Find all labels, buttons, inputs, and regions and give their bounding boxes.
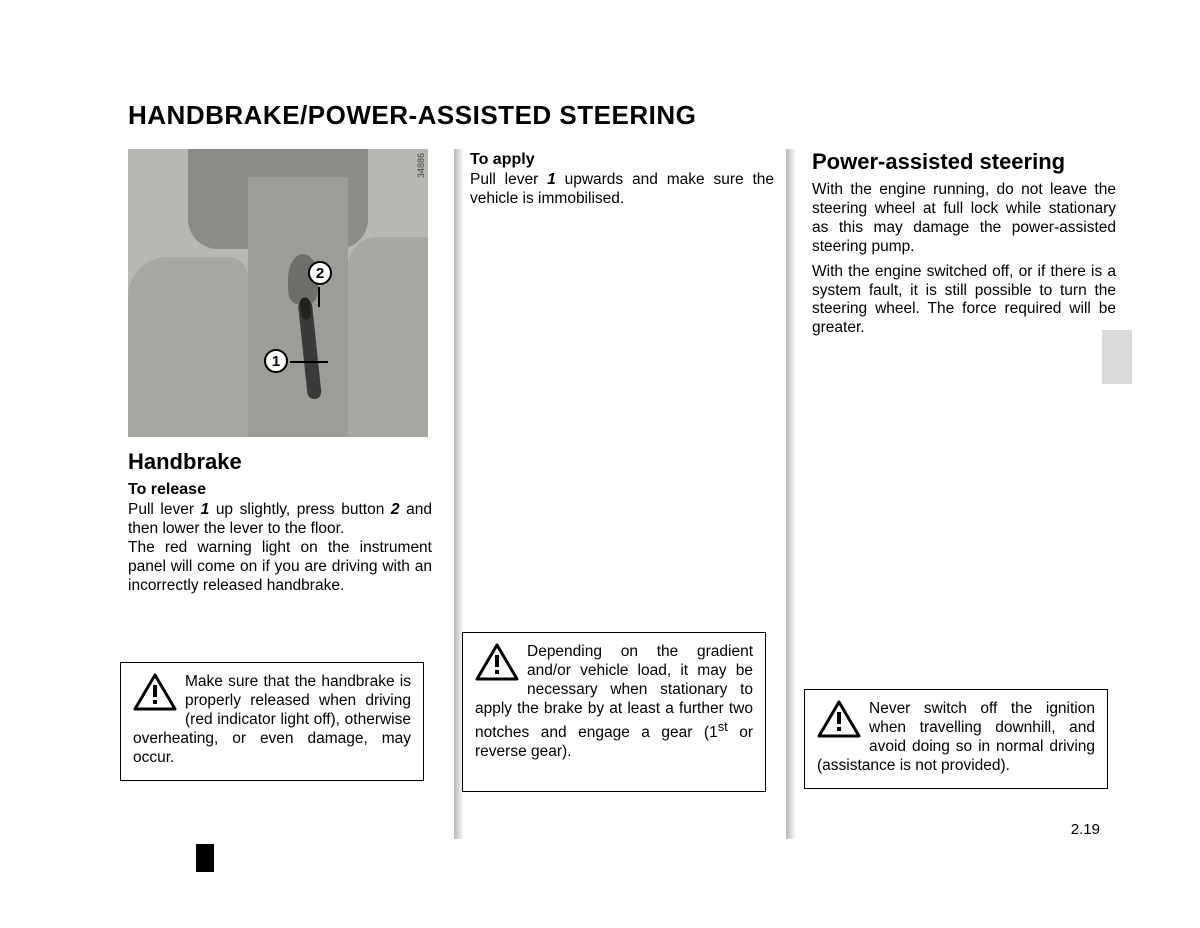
callout-2: 2 <box>308 261 332 285</box>
three-column-layout: 34886 2 1 Handbrake To release Pull leve… <box>60 149 1140 839</box>
warning-triangle-icon <box>817 700 861 740</box>
ordinal-sup: st <box>718 719 728 734</box>
ref-number-1: 1 <box>201 501 210 518</box>
text: up slightly, press button <box>209 501 391 518</box>
text: Pull lever <box>470 171 547 188</box>
callout-line <box>318 287 320 307</box>
callout-line <box>290 361 328 363</box>
column-1: 34886 2 1 Handbrake To release Pull leve… <box>120 149 440 839</box>
section-tab <box>1102 330 1132 384</box>
figure-seat-right <box>348 237 428 437</box>
warning-light-text: The red warning light on the instrument … <box>128 539 432 596</box>
steering-paragraph-1: With the engine running, do not leave th… <box>812 181 1116 257</box>
warning-box-handbrake-release: Make sure that the hand­brake is properl… <box>120 662 424 781</box>
page-number: 2.19 <box>1071 821 1100 838</box>
release-instructions: Pull lever 1 up slightly, press button 2… <box>128 501 432 539</box>
steering-paragraph-2: With the engine switched off, or if ther… <box>812 263 1116 339</box>
figure-code: 34886 <box>416 153 426 178</box>
ref-number-2: 2 <box>391 501 400 518</box>
column-2: To apply Pull lever 1 upwards and make s… <box>462 149 782 839</box>
warning-box-gradient: Depending on the gradient and/or vehicle… <box>462 632 766 792</box>
callout-1: 1 <box>264 349 288 373</box>
figure-seat-left <box>128 257 248 437</box>
warning-triangle-icon <box>133 673 177 713</box>
handbrake-heading: Handbrake <box>128 449 432 475</box>
power-steering-heading: Power-assisted steering <box>812 149 1116 175</box>
warning-triangle-icon <box>475 643 519 683</box>
column-3: Power-assisted steering With the engine … <box>804 149 1124 839</box>
ref-number-1: 1 <box>547 171 556 188</box>
manual-page: HANDBRAKE/POWER-ASSISTED STEERING 34886 … <box>0 0 1200 928</box>
warning-box-ignition: Never switch off the igni­tion when trav… <box>804 689 1108 789</box>
handbrake-figure: 34886 2 1 <box>128 149 428 437</box>
to-release-subheading: To release <box>128 481 432 499</box>
text: Pull lever <box>128 501 201 518</box>
to-apply-subheading: To apply <box>470 151 774 169</box>
footer-marker <box>196 844 214 872</box>
column-divider <box>786 149 796 839</box>
apply-instructions: Pull lever 1 upwards and make sure the v… <box>470 171 774 209</box>
page-title: HANDBRAKE/POWER-ASSISTED STEERING <box>128 100 1140 131</box>
